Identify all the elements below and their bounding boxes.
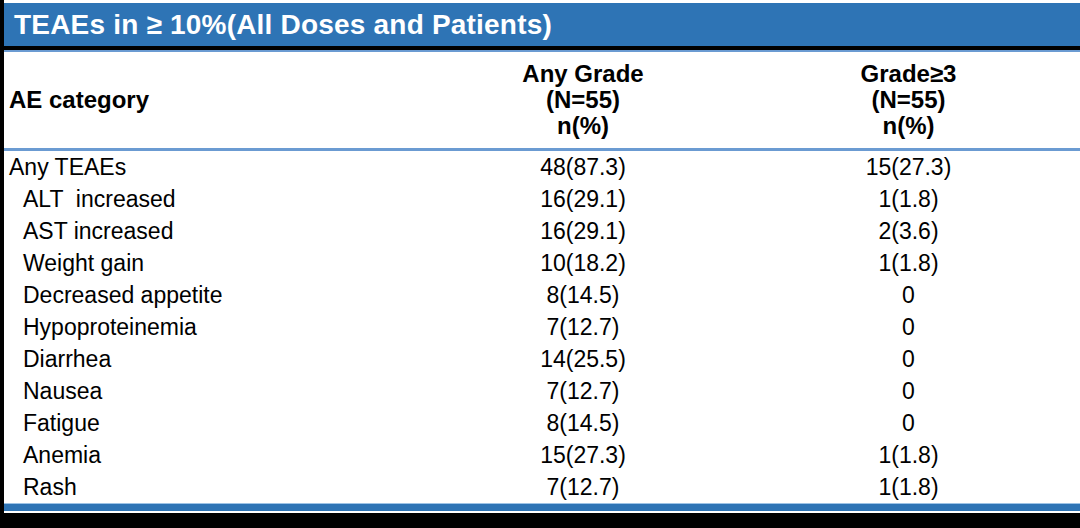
table-row: Anemia15(27.3)1(1.8) (4, 439, 1080, 471)
table-row: Any TEAEs48(87.3)15(27.3) (4, 151, 1080, 183)
table-row: ALT increased16(29.1)1(1.8) (4, 183, 1080, 215)
any-grade-cell: 48(87.3) (429, 151, 737, 183)
ae-category-cell: Rash (4, 471, 429, 503)
any-grade-cell: 8(14.5) (429, 407, 737, 439)
grade3-cell: 2(3.6) (737, 215, 1080, 247)
grade3-cell: 1(1.8) (737, 439, 1080, 471)
ae-category-cell: Any TEAEs (4, 151, 429, 183)
ae-category-cell: Nausea (4, 375, 429, 407)
table-header-row: AE category Any Grade (N=55) n(%) Grade≥… (4, 52, 1080, 148)
grade3-cell: 1(1.8) (737, 183, 1080, 215)
ae-category-cell: Decreased appetite (4, 279, 429, 311)
any-grade-cell: 15(27.3) (429, 439, 737, 471)
ae-category-cell: Fatigue (4, 407, 429, 439)
column-header-grade3-line2: (N=55) (737, 87, 1080, 113)
ae-category-cell: Hypoproteinemia (4, 311, 429, 343)
any-grade-cell: 16(29.1) (429, 215, 737, 247)
grade3-cell: 1(1.8) (737, 471, 1080, 503)
table-row: Decreased appetite8(14.5)0 (4, 279, 1080, 311)
column-header-any-grade-line1: Any Grade (429, 61, 737, 87)
grade3-cell: 1(1.8) (737, 247, 1080, 279)
slide-title: TEAEs in ≥ 10%(All Doses and Patients) (14, 9, 552, 41)
any-grade-cell: 16(29.1) (429, 183, 737, 215)
table-row: Fatigue8(14.5)0 (4, 407, 1080, 439)
table-row: Rash7(12.7)1(1.8) (4, 471, 1080, 503)
grade3-cell: 15(27.3) (737, 151, 1080, 183)
table-row: Hypoproteinemia7(12.7)0 (4, 311, 1080, 343)
table-row: Diarrhea14(25.5)0 (4, 343, 1080, 375)
column-header-any-grade-line3: n(%) (429, 113, 737, 139)
ae-category-cell: Diarrhea (4, 343, 429, 375)
grade3-cell: 0 (737, 311, 1080, 343)
column-header-grade3-line3: n(%) (737, 113, 1080, 139)
any-grade-cell: 14(25.5) (429, 343, 737, 375)
table-row: Nausea7(12.7)0 (4, 375, 1080, 407)
any-grade-cell: 7(12.7) (429, 311, 737, 343)
column-header-any-grade: Any Grade (N=55) n(%) (429, 61, 737, 139)
column-header-grade3-line1: Grade≥3 (737, 61, 1080, 87)
ae-category-cell: ALT increased (4, 183, 429, 215)
any-grade-cell: 7(12.7) (429, 471, 737, 503)
grade3-cell: 0 (737, 343, 1080, 375)
slide-frame: TEAEs in ≥ 10%(All Doses and Patients) A… (0, 0, 1080, 528)
grade3-cell: 0 (737, 375, 1080, 407)
column-header-any-grade-line2: (N=55) (429, 87, 737, 113)
grade3-cell: 0 (737, 279, 1080, 311)
any-grade-cell: 8(14.5) (429, 279, 737, 311)
column-header-grade3: Grade≥3 (N=55) n(%) (737, 61, 1080, 139)
ae-category-cell: Weight gain (4, 247, 429, 279)
any-grade-cell: 7(12.7) (429, 375, 737, 407)
column-header-ae-category: AE category (4, 86, 429, 114)
table-row: AST increased16(29.1)2(3.6) (4, 215, 1080, 247)
bottom-bar (4, 503, 1080, 511)
ae-category-cell: Anemia (4, 439, 429, 471)
ae-category-cell: AST increased (4, 215, 429, 247)
title-bar: TEAEs in ≥ 10%(All Doses and Patients) (4, 3, 1080, 46)
any-grade-cell: 10(18.2) (429, 247, 737, 279)
grade3-cell: 0 (737, 407, 1080, 439)
slide-content: TEAEs in ≥ 10%(All Doses and Patients) A… (4, 0, 1080, 513)
table-body: Any TEAEs48(87.3)15(27.3)ALT increased16… (4, 151, 1080, 503)
table-row: Weight gain10(18.2)1(1.8) (4, 247, 1080, 279)
